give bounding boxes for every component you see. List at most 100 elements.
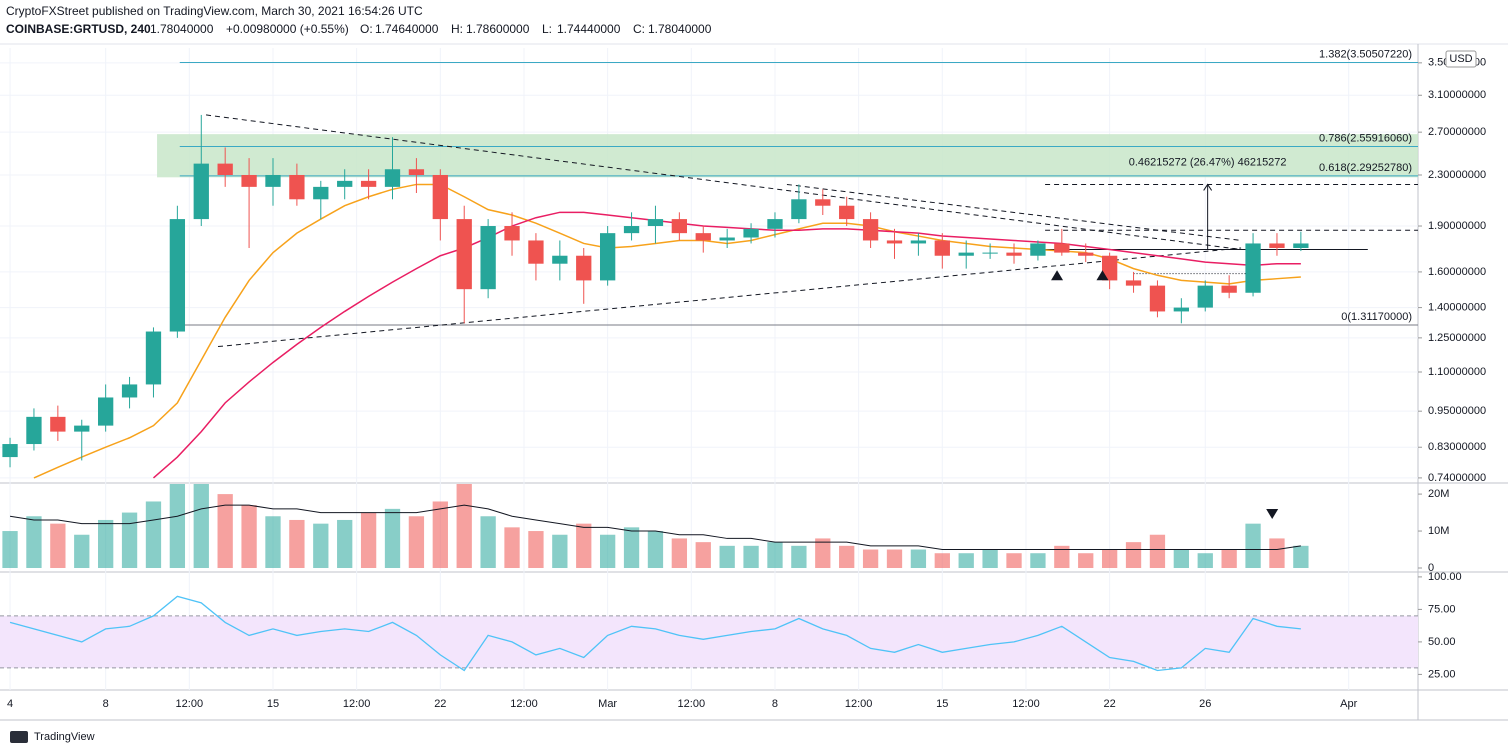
y-tick-label: 1.60000000 <box>1428 266 1486 278</box>
x-tick-label: 12:00 <box>1012 698 1040 710</box>
candle-body <box>839 205 855 220</box>
ohlc-value: 1.74640000 <box>375 22 439 36</box>
candle-body <box>599 233 616 281</box>
ohlc-value: 1.78040000 <box>648 22 712 36</box>
candle-body <box>1269 243 1285 248</box>
x-tick-label: 12:00 <box>510 698 538 710</box>
candle-body <box>576 255 592 281</box>
candle-body <box>528 240 544 264</box>
candle-body <box>695 233 711 241</box>
volume-bar <box>480 516 496 568</box>
x-tick-label: Mar <box>598 698 617 710</box>
y-tick-label: 1.40000000 <box>1428 302 1486 314</box>
marker <box>1051 270 1064 281</box>
volume-bar <box>576 523 592 568</box>
plot: 4 8 12:00 15 12:00 22 12:00 Mar 12:00 8 12:00 15 12:… <box>0 48 1486 710</box>
trendline <box>205 114 1242 251</box>
candle-body <box>767 219 783 229</box>
arrow-head <box>1203 183 1213 191</box>
volume-bar <box>1293 545 1309 568</box>
volume-bar <box>1221 549 1237 568</box>
volume-bar <box>791 545 807 568</box>
volume-bar <box>241 505 257 568</box>
fib-label: 0(1.31170000) <box>1341 311 1412 323</box>
volume-bar <box>695 542 711 568</box>
volume-bar <box>1269 538 1285 568</box>
x-tick-label: 8 <box>103 698 109 710</box>
volume-bar <box>50 523 66 568</box>
volume-bar <box>98 519 114 568</box>
volume-bar <box>910 549 927 568</box>
candle-body <box>1197 285 1213 308</box>
volume-bar <box>1006 553 1022 568</box>
ohlc-row: 1.78040000 +0.00980000 (+0.55%) O: 1.746400… <box>150 22 712 36</box>
publisher: CryptoFXStreet published on TradingView.… <box>6 4 423 18</box>
candle-body <box>647 219 664 227</box>
candle-body <box>862 219 879 241</box>
candle-body <box>791 199 807 220</box>
volume-bar <box>982 549 998 568</box>
volume-bar <box>74 534 90 568</box>
candle-body <box>145 331 162 385</box>
volume-pane <box>2 484 1309 568</box>
x-tick-label: 12:00 <box>176 698 204 710</box>
volume-bar <box>934 553 950 568</box>
candle-body <box>480 226 496 290</box>
logo <box>10 731 28 743</box>
volume-bar <box>1125 542 1142 568</box>
ohlc-key: C: <box>633 22 645 36</box>
price-pane: 1.382(3.50507220) 0.786(2.55916060) 0.618(… <box>2 48 1418 479</box>
currency: USD <box>1449 53 1472 65</box>
volume-bar <box>528 531 544 568</box>
volume-bar <box>193 484 209 568</box>
y-tick-label: 0.74000000 <box>1428 472 1486 484</box>
volume-bar <box>408 516 425 568</box>
candle-body <box>265 174 281 187</box>
candle-body <box>1006 252 1022 256</box>
volume-bar <box>265 516 281 568</box>
y-tick-label: 0.83000000 <box>1428 441 1486 453</box>
volume-bar <box>552 534 568 568</box>
rsi-line <box>9 595 1301 672</box>
y-tick-label: 3.10000000 <box>1428 89 1486 101</box>
candle-body <box>408 169 425 175</box>
candle-body <box>456 219 472 290</box>
candle-body <box>1173 307 1189 312</box>
candle-body <box>193 163 209 220</box>
candle-body <box>623 226 640 234</box>
candle-body <box>1101 255 1118 281</box>
volume-bar <box>862 549 879 568</box>
candle-body <box>504 226 520 241</box>
trendline <box>786 183 1242 241</box>
volume-bar <box>1173 549 1189 568</box>
candle-body <box>50 416 66 432</box>
symbol: COINBASE:GRTUSD, 240 <box>6 22 151 36</box>
candle-body <box>1149 285 1166 312</box>
footer: TradingView <box>34 731 95 743</box>
marker <box>1266 509 1279 520</box>
candle-body <box>98 397 114 426</box>
candle-body <box>815 199 831 206</box>
volume-bar <box>289 519 305 568</box>
candle-body <box>1245 243 1261 293</box>
fib-label: 0.618(2.29252780) <box>1319 162 1412 174</box>
volume-bar <box>623 527 640 568</box>
candle-body <box>719 237 735 241</box>
volume-bar <box>145 501 162 568</box>
x-tick-label: 12:00 <box>343 698 371 710</box>
candle-body <box>241 174 257 187</box>
volume-bar <box>671 538 688 568</box>
x-tick-label: 15 <box>267 698 279 710</box>
volume-bar <box>886 549 903 568</box>
y-tick-label: 25.00 <box>1428 668 1456 680</box>
ohlc-key: O: <box>360 22 373 36</box>
moving-average <box>152 211 1301 479</box>
candle-body <box>1221 285 1237 293</box>
volume-bar <box>1101 549 1118 568</box>
volume-bar <box>504 527 520 568</box>
y-tick-label: 75.00 <box>1428 603 1456 615</box>
volume-bar <box>1054 545 1070 568</box>
y-tick-label: 10M <box>1428 525 1449 537</box>
candle-body <box>360 180 377 187</box>
